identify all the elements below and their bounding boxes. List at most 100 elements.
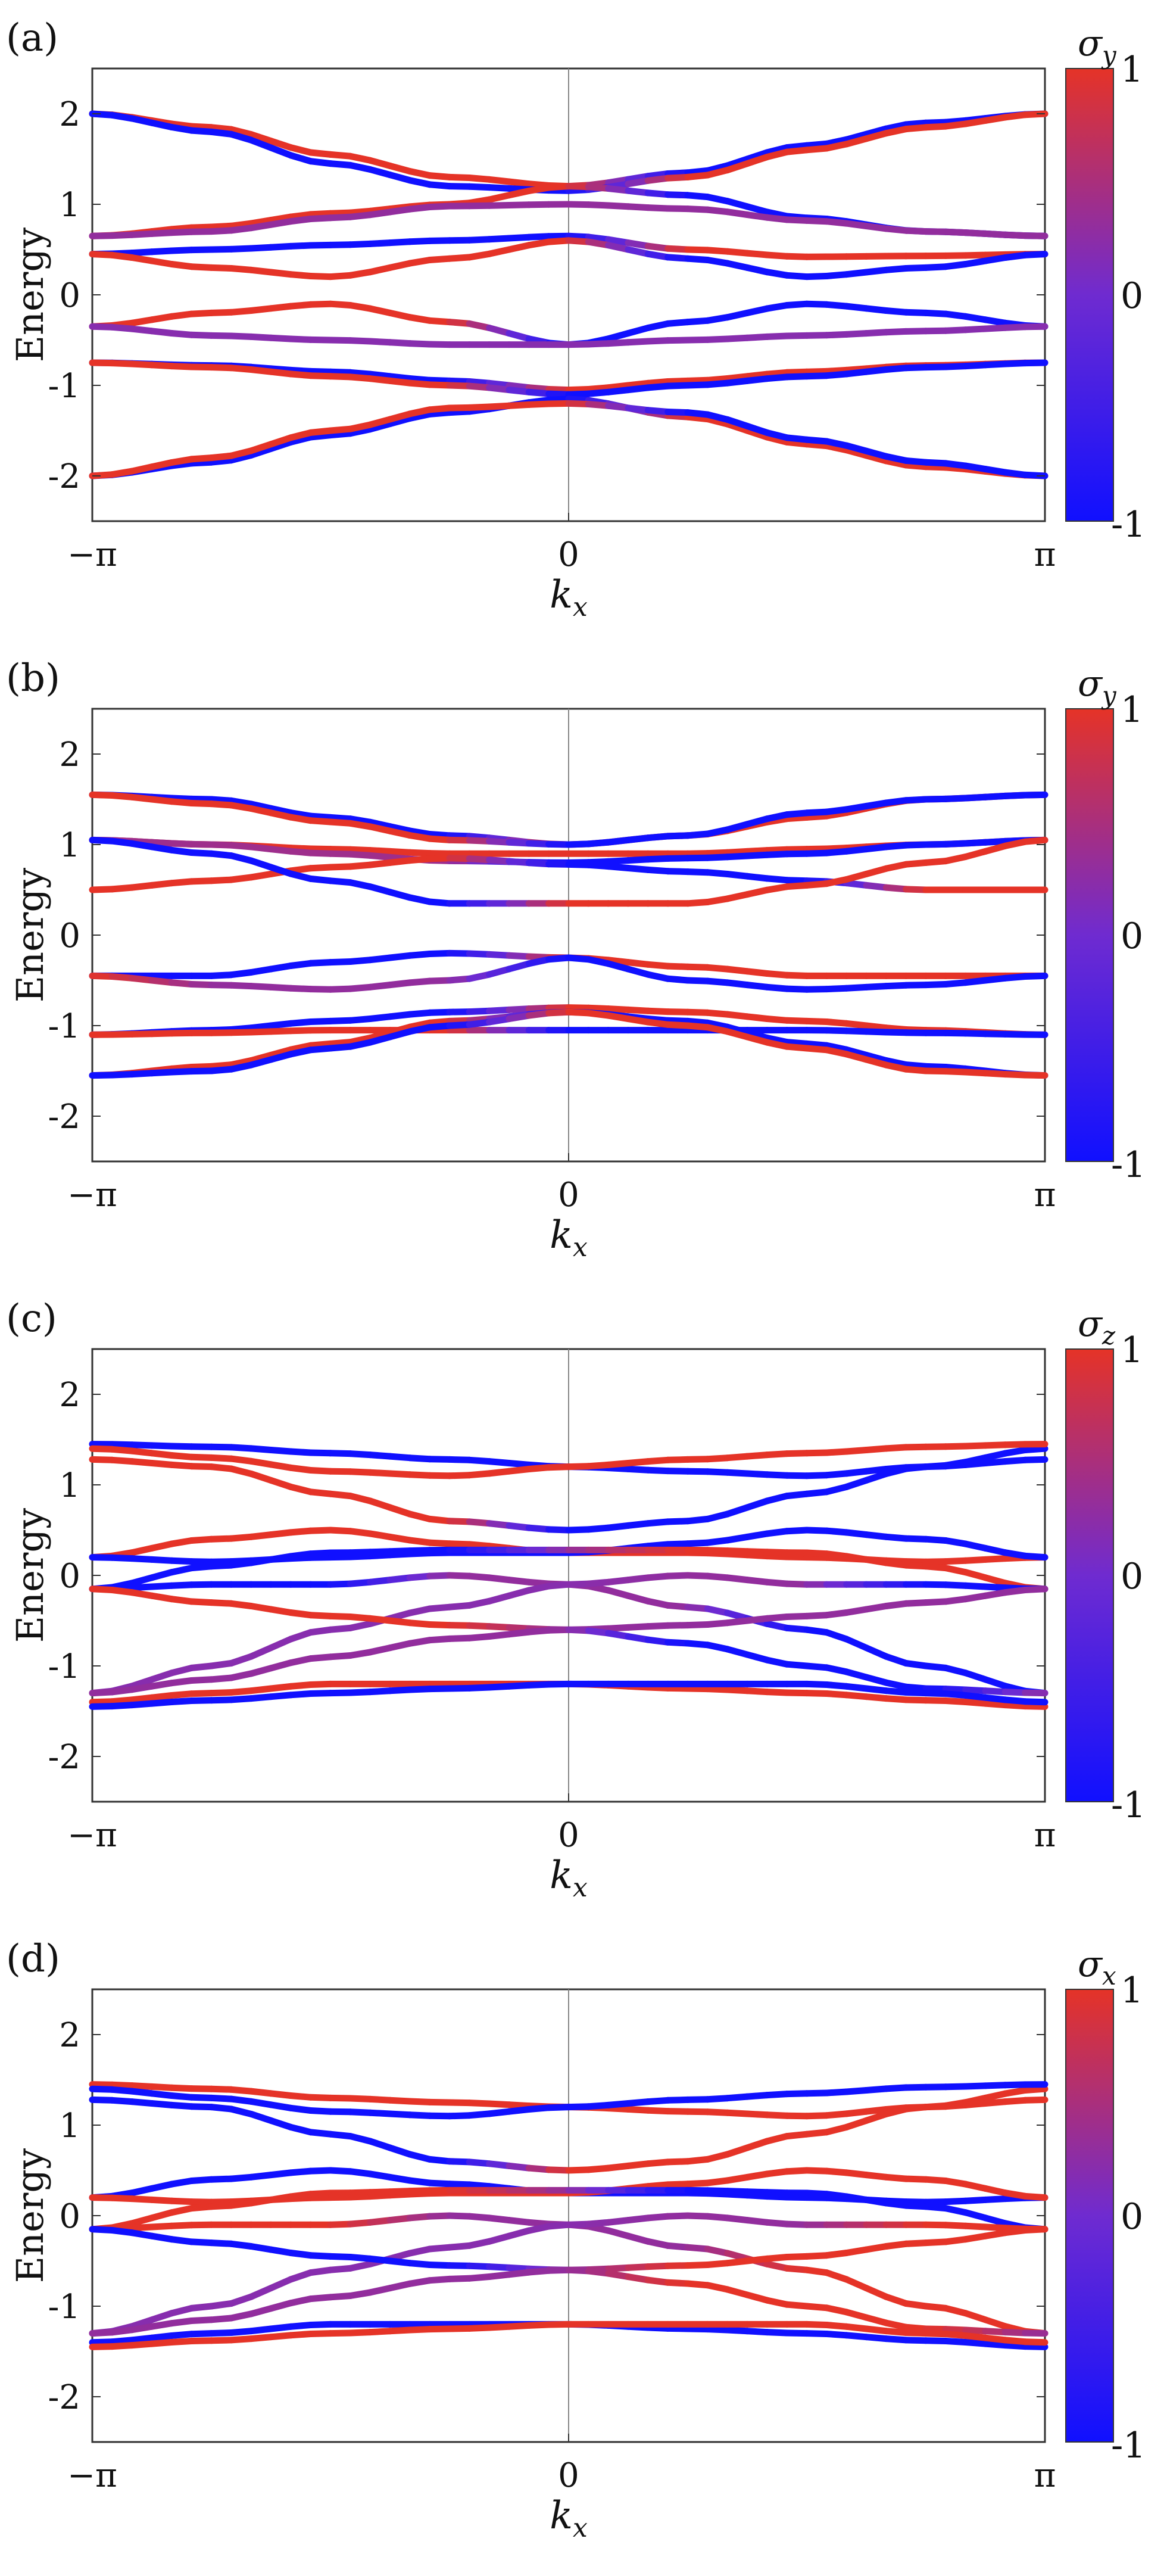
band-segment xyxy=(644,833,672,842)
band-segment xyxy=(287,216,314,225)
band-segment xyxy=(446,949,473,957)
band-segment xyxy=(605,236,632,247)
band-segment xyxy=(863,1445,890,1453)
band-segment xyxy=(823,1470,850,1479)
band-segment xyxy=(327,1450,354,1457)
band-segment xyxy=(644,378,672,387)
band-segment xyxy=(267,963,294,973)
band-segment xyxy=(248,800,274,812)
band-segment xyxy=(208,1674,235,1683)
band-segment xyxy=(129,254,155,264)
band-segment xyxy=(942,1068,969,1076)
band-segment xyxy=(466,320,493,331)
band-segment xyxy=(704,849,731,857)
band-segment xyxy=(188,127,215,135)
band-segment xyxy=(605,1577,632,1586)
band-segment xyxy=(1001,838,1029,849)
band-segment xyxy=(1001,2342,1029,2350)
band-segment xyxy=(1001,2189,1029,2200)
band-segment xyxy=(962,793,989,802)
band-segment xyxy=(962,2332,989,2341)
band-segment xyxy=(466,2213,493,2222)
band-segment xyxy=(625,1592,651,1605)
band-segment xyxy=(724,979,751,989)
band-segment xyxy=(327,1553,354,1561)
band-segment xyxy=(882,1024,910,1033)
band-segment xyxy=(426,376,453,384)
band-segment xyxy=(704,2245,731,2257)
band-segment xyxy=(168,2338,195,2346)
band-segment xyxy=(1022,2085,1049,2094)
band-segment xyxy=(208,1066,235,1074)
band-segment xyxy=(208,1061,235,1070)
band-segment xyxy=(684,1022,711,1031)
band-segment xyxy=(168,1461,195,1470)
band-segment xyxy=(843,1692,870,1700)
band-line-10 xyxy=(89,359,1049,398)
band-segment xyxy=(148,1556,175,1564)
band-segment xyxy=(486,1458,513,1466)
band-segment xyxy=(267,2090,294,2099)
band-segment xyxy=(129,325,155,335)
band-segment xyxy=(347,152,374,164)
band-segment xyxy=(327,300,354,309)
band-segment xyxy=(108,360,136,367)
band-segment xyxy=(446,2099,473,2107)
band-segment xyxy=(148,2332,175,2341)
band-segment xyxy=(922,459,949,467)
band-segment xyxy=(208,2337,235,2344)
band-segment xyxy=(982,254,1009,264)
band-segment xyxy=(506,858,532,867)
band-segment xyxy=(89,1689,116,1697)
band-segment xyxy=(704,2213,731,2222)
band-segment xyxy=(903,982,929,989)
band-segment xyxy=(506,2269,532,2278)
band-segment xyxy=(446,855,473,862)
band-segment xyxy=(406,375,433,384)
band-segment xyxy=(367,2328,394,2336)
colorbar-min-label: -1 xyxy=(1111,1144,1146,1186)
band-segment xyxy=(386,1028,413,1041)
band-segment xyxy=(108,837,136,847)
band-segment xyxy=(1001,1689,1029,1696)
band-segment xyxy=(843,2087,870,2095)
band-segment xyxy=(565,840,592,848)
band-segment xyxy=(347,2329,374,2337)
band-segment xyxy=(763,983,791,992)
band-segment xyxy=(248,305,274,314)
colorbar-mid-label: 0 xyxy=(1121,915,1143,957)
band-segment xyxy=(625,239,651,250)
band-segment xyxy=(903,2337,929,2344)
band-segment xyxy=(446,975,473,984)
band-segment xyxy=(208,2300,235,2310)
band-segment xyxy=(486,965,513,978)
band-segment xyxy=(684,2156,711,2165)
band-segment xyxy=(903,2323,929,2332)
band-segment xyxy=(367,1615,394,1624)
band-segment xyxy=(863,125,890,138)
band-segment xyxy=(129,316,155,326)
band-segment xyxy=(287,2295,314,2307)
band-segment xyxy=(208,850,235,859)
band-segment xyxy=(248,1685,274,1695)
band-segment xyxy=(882,1533,910,1542)
band-segment xyxy=(486,192,513,203)
band-segment xyxy=(644,2107,672,2115)
x-axis-label: kx xyxy=(550,1854,588,1903)
band-segment xyxy=(307,1549,334,1558)
band-segment xyxy=(248,2110,274,2124)
band-segment xyxy=(664,1456,691,1463)
band-segment xyxy=(148,1030,175,1038)
band-segment xyxy=(1022,2329,1049,2337)
y-tick-label: -2 xyxy=(48,2378,80,2417)
band-segment xyxy=(1001,1702,1029,1710)
band-segment xyxy=(863,2334,890,2343)
band-segment xyxy=(208,1562,235,1570)
band-segment xyxy=(784,2167,810,2175)
band-segment xyxy=(1001,323,1029,331)
band-segment xyxy=(208,128,235,138)
band-segment xyxy=(248,2098,274,2108)
band-segment xyxy=(148,1460,175,1468)
band-segment xyxy=(962,1669,989,1683)
